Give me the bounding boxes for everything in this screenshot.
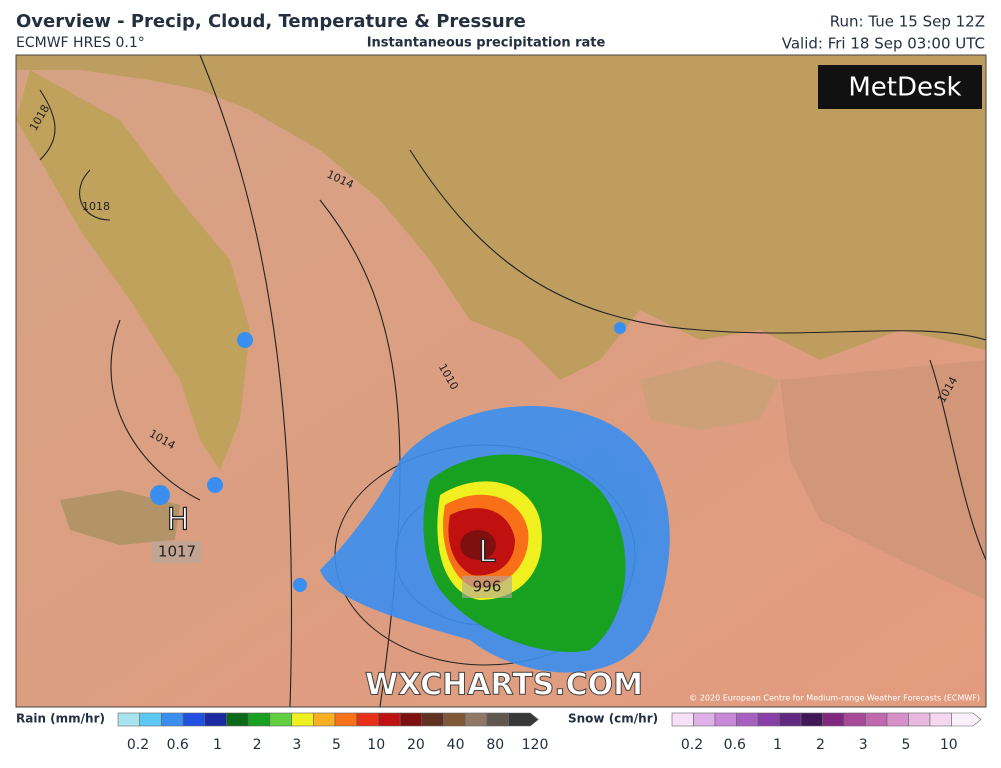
pressure-symbol: H bbox=[167, 503, 190, 538]
model: ECMWF HRES 0.1° bbox=[16, 35, 145, 51]
legend-swatch bbox=[736, 712, 759, 727]
legend-swatch bbox=[843, 712, 866, 727]
legend-tick: 2 bbox=[253, 737, 262, 753]
legend-tick: 0.6 bbox=[167, 737, 189, 753]
pressure-value-box bbox=[462, 576, 512, 598]
legend-tick: 80 bbox=[486, 737, 504, 753]
legend-swatch bbox=[182, 712, 206, 727]
legend-swatch bbox=[269, 712, 292, 727]
legend-tick: 1 bbox=[773, 737, 782, 753]
legend-arrow bbox=[508, 712, 539, 727]
legend-swatch bbox=[161, 712, 184, 727]
legend-swatch bbox=[693, 712, 716, 727]
logo: MetDesk bbox=[848, 73, 961, 103]
run: Run: Tue 15 Sep 12Z bbox=[830, 13, 985, 31]
legend-swatch bbox=[204, 712, 227, 727]
legend-tick: 0.6 bbox=[724, 737, 746, 753]
legend-tick: 20 bbox=[407, 737, 425, 753]
legend-tick: 5 bbox=[332, 737, 341, 753]
legend-swatch bbox=[908, 712, 931, 727]
map-frame bbox=[15, 54, 987, 708]
legend-swatch bbox=[886, 712, 909, 727]
legend-tick: 10 bbox=[940, 737, 958, 753]
valid: Valid: Fri 18 Sep 03:00 UTC bbox=[782, 35, 985, 53]
legend-swatch bbox=[443, 712, 466, 727]
legend-swatch bbox=[929, 712, 952, 727]
pressure-value-box bbox=[152, 541, 202, 563]
precipitation bbox=[150, 322, 670, 673]
legend-tick: 2 bbox=[816, 737, 825, 753]
legend-tick: 10 bbox=[367, 737, 385, 753]
legend-arrow bbox=[951, 712, 982, 727]
rain-legend-title: Rain (mm/hr) bbox=[16, 712, 105, 726]
legend-swatch bbox=[865, 712, 888, 727]
legend-swatch bbox=[671, 712, 694, 727]
legend-swatch bbox=[464, 712, 488, 727]
legend-swatch bbox=[226, 712, 249, 727]
legend-swatch bbox=[399, 712, 423, 727]
map: MetDesk WXCHARTS.COM © 2020 European Cen… bbox=[15, 54, 987, 708]
legend-swatch bbox=[356, 712, 379, 727]
legend-tick: 3 bbox=[292, 737, 301, 753]
isobar-label: 1018 bbox=[82, 200, 110, 213]
legend-swatch bbox=[312, 712, 336, 727]
pressure-symbol: L bbox=[479, 535, 496, 570]
pressure-value: 1017 bbox=[158, 543, 196, 561]
copyright: © 2020 European Centre for Medium-range … bbox=[689, 694, 980, 703]
logo-box bbox=[818, 65, 982, 109]
title: Overview - Precip, Cloud, Temperature & … bbox=[16, 11, 526, 32]
legend-swatch bbox=[139, 712, 162, 727]
legend-swatch bbox=[378, 712, 401, 727]
legend-swatch bbox=[334, 712, 358, 727]
legend-swatch bbox=[800, 712, 823, 727]
legend-tick: 120 bbox=[522, 737, 549, 753]
legend-swatch bbox=[757, 712, 780, 727]
watermark: WXCHARTS.COM bbox=[365, 668, 643, 703]
legend-swatch bbox=[486, 712, 509, 727]
legend-tick: 40 bbox=[447, 737, 465, 753]
legend-swatch bbox=[779, 712, 802, 727]
legend-tick: 5 bbox=[902, 737, 911, 753]
legend-swatch bbox=[117, 712, 141, 727]
legend-swatch bbox=[714, 712, 737, 727]
legend-tick: 0.2 bbox=[681, 737, 703, 753]
legend-tick: 1 bbox=[213, 737, 222, 753]
legend-swatch bbox=[421, 712, 444, 727]
snow-legend-title: Snow (cm/hr) bbox=[568, 712, 658, 726]
legend-swatch bbox=[291, 712, 314, 727]
legend-tick: 0.2 bbox=[127, 737, 149, 753]
legend-swatch bbox=[822, 712, 845, 727]
legends: 0.2 0.6 1 2 3 5 10 20 40 80 120 0.2 0.6 1 2 3 5 10 bbox=[117, 712, 982, 753]
subtitle: Instantaneous precipitation rate bbox=[367, 36, 606, 51]
pressure-value: 996 bbox=[473, 578, 502, 596]
legend-tick: 3 bbox=[859, 737, 868, 753]
legend-swatch bbox=[247, 712, 271, 727]
